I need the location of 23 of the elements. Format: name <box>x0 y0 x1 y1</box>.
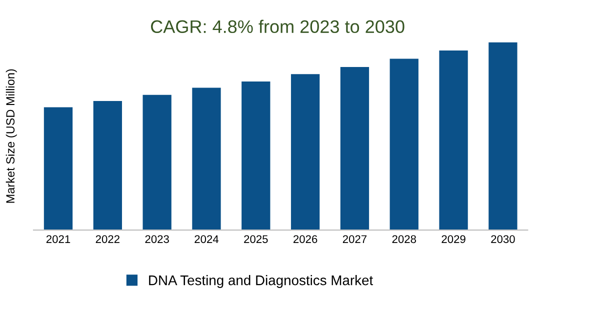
x-tick-label: 2028 <box>392 235 416 244</box>
bar <box>242 82 270 230</box>
y-axis-title: Market Size (USD Million) <box>6 69 17 203</box>
bar <box>290 74 320 230</box>
x-tick-label: 2023 <box>145 235 169 244</box>
x-tick-label: 2025 <box>244 235 268 244</box>
x-tick-label: 2026 <box>294 235 318 244</box>
x-tick-label: 2021 <box>46 235 70 244</box>
bar <box>488 42 518 230</box>
x-tick-label: 2022 <box>96 235 120 244</box>
chart-title: CAGR: 4.8% from 2023 to 2030 <box>151 20 404 34</box>
legend-label: DNA Testing and Diagnostics Market <box>149 275 373 288</box>
x-tick-label: 2030 <box>491 235 515 244</box>
bar <box>93 101 122 230</box>
x-tick-label: 2029 <box>442 235 466 244</box>
x-tick-label: 2024 <box>194 235 219 244</box>
bar <box>439 50 468 230</box>
bar <box>390 58 418 230</box>
bar <box>44 107 73 230</box>
bar <box>340 67 370 230</box>
bar <box>192 88 221 230</box>
x-tick-label: 2027 <box>342 235 367 244</box>
bar <box>142 94 172 230</box>
